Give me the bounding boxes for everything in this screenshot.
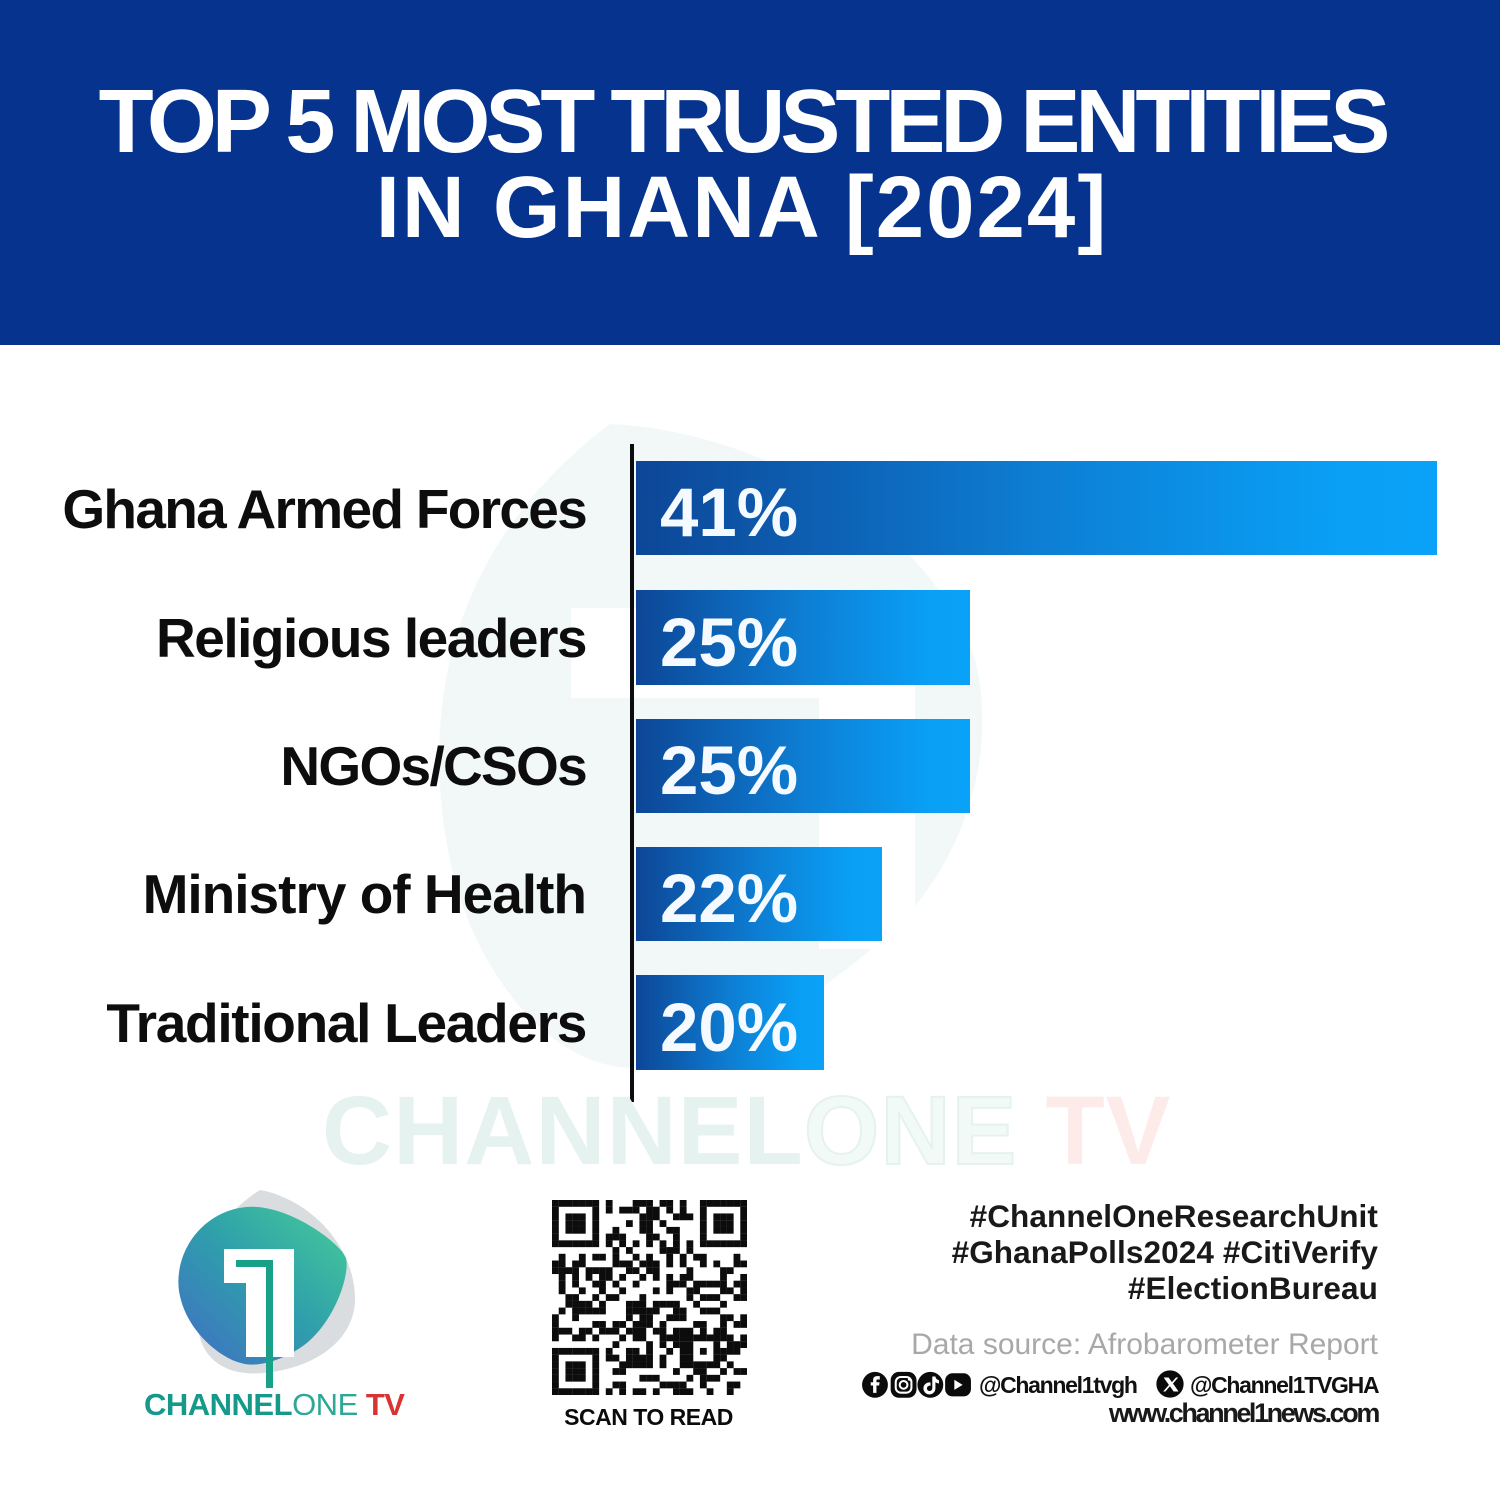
svg-text:CHANNELONE TV: CHANNELONE TV	[144, 1387, 405, 1422]
